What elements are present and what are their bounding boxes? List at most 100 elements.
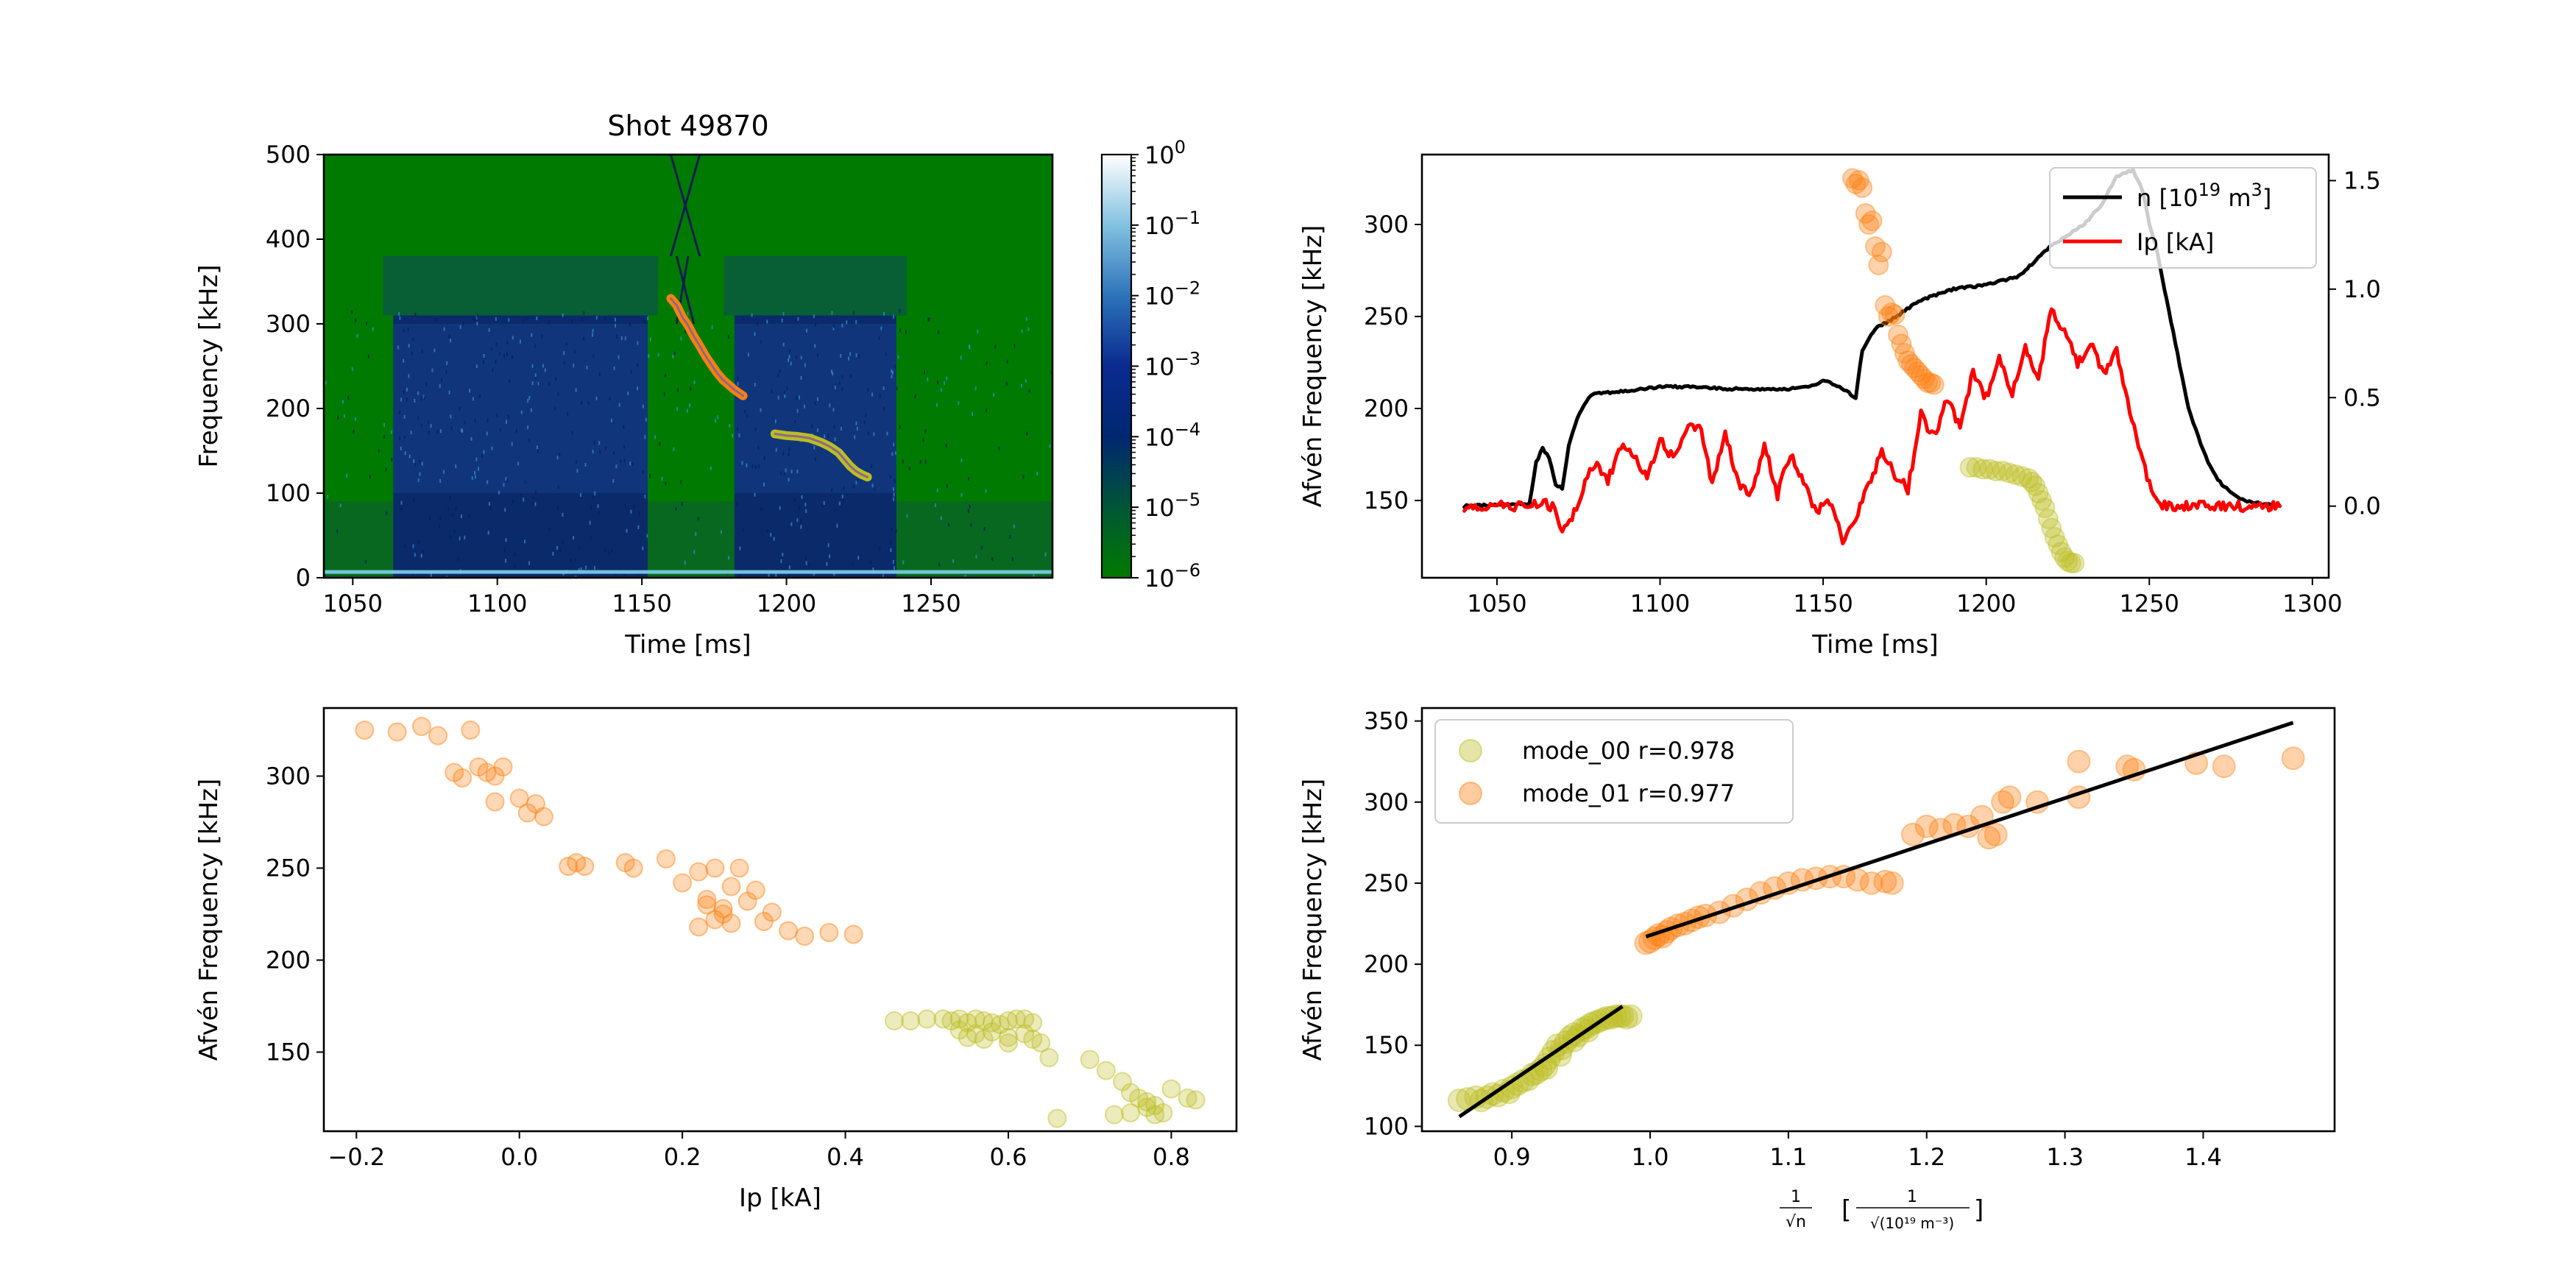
alfven-ip-mode_01-point xyxy=(453,768,473,788)
spectrogram-speckle xyxy=(794,498,796,503)
spectrogram-speckle xyxy=(567,412,569,417)
spectrogram-speckle xyxy=(1009,534,1011,539)
alfven-time-mode_00-point xyxy=(2005,464,2026,485)
spectrogram-speckle xyxy=(403,328,405,333)
spectrogram-overlay-core-mode_00 xyxy=(774,433,869,478)
alfven-density-ytick-label: 350 xyxy=(1364,707,1409,735)
spectrogram-speckle xyxy=(455,506,457,511)
alfven-density-mode_01-point xyxy=(1977,826,2001,850)
spectrogram-speckle xyxy=(604,446,606,450)
spectrogram-speckle xyxy=(985,489,987,493)
spectrogram-speckle xyxy=(781,318,783,322)
spectrogram-speckle xyxy=(919,460,921,464)
spectrogram-speckle xyxy=(867,431,869,436)
alfven-density-xtick-label: 1.3 xyxy=(2046,1143,2084,1171)
spectrogram-speckle xyxy=(642,470,644,474)
alfven-ip-ylabel: Afvén Frequency [kHz] xyxy=(194,779,224,1061)
spectrogram-speckle xyxy=(347,395,350,400)
spectrogram-speckle xyxy=(455,464,457,469)
spectrogram-speckle xyxy=(581,317,583,322)
spectrogram-speckle xyxy=(557,392,559,396)
spectrogram-speckle xyxy=(878,336,880,340)
spectrogram-speckle xyxy=(342,400,344,404)
spectrogram-speckle xyxy=(369,475,371,479)
spectrogram-title: Shot 49870 xyxy=(607,110,768,142)
spectrogram-speckle xyxy=(631,461,634,466)
spectrogram-speckle xyxy=(795,355,797,360)
alfven-ip-mode_00-point xyxy=(990,1015,1010,1034)
spectrogram-speckle xyxy=(386,511,388,515)
spectrogram-speckle xyxy=(472,397,474,401)
colorbar-tick-base: 10 xyxy=(1144,423,1175,451)
alfven-ip-mode_00-point xyxy=(1145,1105,1165,1125)
spectrogram-speckle xyxy=(504,508,506,512)
alfven-density-mode_01-point xyxy=(1638,930,1662,954)
spectrogram-speckle xyxy=(530,408,532,412)
alfven-ip-mode_00-point xyxy=(1080,1050,1100,1069)
spectrogram-speckle xyxy=(557,506,559,510)
spectrogram-speckle xyxy=(798,395,800,400)
spectrogram-speckle xyxy=(788,452,790,456)
spectrogram-speckle xyxy=(584,463,587,467)
spectrogram-speckle xyxy=(821,504,824,509)
alfven-density-ytick-label: 150 xyxy=(1364,1031,1409,1059)
alfven-time-mode_00-point xyxy=(1959,457,1981,478)
spectrogram-speckle xyxy=(355,318,357,322)
spectrogram-speckle xyxy=(408,344,410,348)
spectrogram-speckle xyxy=(449,534,451,539)
alfven-time-frame xyxy=(1420,153,2330,579)
spectrogram-speckle xyxy=(809,563,811,567)
spectrogram-ytick-label: 100 xyxy=(266,479,311,507)
spectrogram-speckle xyxy=(475,457,478,461)
spectrogram-speckle xyxy=(556,545,559,550)
legend-mode_00-label: mode_00 r=0.978 xyxy=(1522,737,1735,765)
spectrogram-speckle xyxy=(548,527,551,531)
legend-density-label-part: n [10 xyxy=(2137,184,2198,212)
spectrogram-speckle xyxy=(673,447,675,451)
spectrogram-speckle xyxy=(509,379,511,383)
spectrogram-speckle xyxy=(351,367,353,371)
alfven-time-xtick-label: 1100 xyxy=(1630,590,1690,618)
alfven-time-mode_00-point xyxy=(2011,466,2033,487)
spectrogram-speckle xyxy=(474,475,476,479)
panels: 1050 1100 1150 1200 12500100200300400500Shot… xyxy=(194,110,2381,1232)
spectrogram-speckle xyxy=(495,359,497,364)
alfven-ip-mode_00-point xyxy=(949,1020,969,1040)
legend-current-label: Ip [kA] xyxy=(2137,228,2214,256)
alfven-density-xtick-label: 1.2 xyxy=(1908,1143,1945,1171)
alfven-ip-xtick-label: −0.2 xyxy=(328,1143,385,1171)
spectrogram-speckle xyxy=(629,322,631,327)
alfven-density-mode_01-point xyxy=(1900,822,1925,846)
spectrogram-speckle xyxy=(680,480,682,484)
spectrogram-speckle xyxy=(738,433,740,437)
spectrogram-speckle xyxy=(486,431,488,436)
spectrogram-speckle xyxy=(645,417,647,422)
spectrogram-speckle xyxy=(534,375,537,380)
spectrogram-speckle xyxy=(813,314,815,319)
spectrogram-speckle xyxy=(891,452,894,456)
spectrogram-speckle xyxy=(894,562,896,566)
spectrogram-speckle xyxy=(922,438,924,442)
spectrogram-speckle xyxy=(927,377,929,381)
alfven-ip-mode_00-point xyxy=(1129,1089,1149,1108)
spectrogram-speckle xyxy=(838,501,841,506)
alfven-ip-frame xyxy=(322,707,1238,1133)
spectrogram-speckle xyxy=(464,420,466,425)
spectrogram-speckle xyxy=(419,459,421,464)
alfven-density-mode_01-point xyxy=(1859,871,1883,895)
alfven-density-mode_00-point xyxy=(1546,1033,1570,1058)
alfven-time-mode_01-point xyxy=(1888,325,1909,345)
spectrogram-speckle xyxy=(897,355,899,359)
alfven-time-ytick-label: 300 xyxy=(1364,210,1409,238)
spectrogram-speckle xyxy=(505,559,507,563)
spectrogram-speckle xyxy=(823,500,825,505)
spectrogram-xtick-label: 1150 xyxy=(612,590,671,618)
legend-mode_01-label: mode_01 r=0.977 xyxy=(1522,779,1735,807)
spectrogram-speckle xyxy=(760,507,762,512)
spectrogram-speckle xyxy=(367,354,369,358)
alfven-ip-mode_00-point xyxy=(1121,1103,1141,1122)
spectrogram-speckle xyxy=(563,351,565,355)
alfven-time-mode_01-point xyxy=(1917,372,1938,393)
spectrogram-speckle xyxy=(841,323,843,328)
spectrogram-speckle xyxy=(891,375,893,379)
